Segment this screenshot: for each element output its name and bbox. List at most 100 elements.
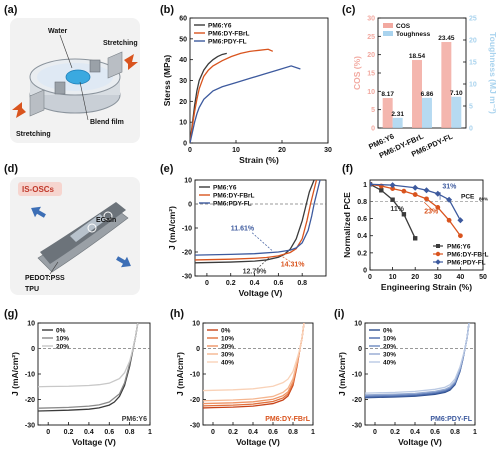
- x-tick-label: 0.2: [64, 429, 74, 436]
- panel-label-e: (e): [160, 163, 174, 175]
- y-axis-title: J (mA/cm²): [10, 352, 20, 396]
- legend-label: PM6:PDY-FL: [447, 259, 486, 266]
- legend-label: 40%: [383, 359, 396, 366]
- panel-d: (d) IS-OSCs EGaIn PEDOT:PSS TPU: [4, 163, 140, 295]
- label-pedot: PEDOT:PSS: [25, 275, 65, 282]
- chart-e: 0 0.2 0.4 0.6 0.8 -30 -20 -10 0 10 Voltage (V) J (m…: [167, 178, 327, 298]
- legend-label: 10%: [56, 335, 69, 342]
- series-line-e-1: [195, 180, 318, 261]
- y-axis-title: Sterss (MPa): [162, 55, 172, 107]
- panel-a: (a) Water Stretching Stretching Blend fi…: [4, 4, 140, 143]
- x-tick-label: 0.6: [104, 429, 114, 436]
- y-tick-label: -20: [352, 397, 362, 404]
- chart-f: 0 10 20 30 40 50 0 0.2 0.4 0.6 0.8 1 Engineering Str…: [342, 179, 489, 292]
- series-line-h-2: [203, 323, 305, 405]
- y-tick-label: -10: [25, 372, 35, 379]
- x-tick-label: 0.8: [288, 429, 298, 436]
- legend-h: 0%10%20%30%40%: [207, 327, 234, 366]
- legend-label: PM6:Y6: [208, 22, 232, 29]
- x-tick-label: 1: [473, 429, 477, 436]
- x-tick-label: 0.2: [390, 429, 400, 436]
- data-point: [370, 181, 373, 188]
- legend-label: 10%: [383, 335, 396, 342]
- legend-label: 20%: [221, 343, 234, 350]
- series-line-h-1: [203, 323, 305, 407]
- x-tick-label: 0.6: [268, 429, 278, 436]
- x-tick-label: 0: [46, 429, 50, 436]
- x-tick-label: 0.4: [248, 429, 258, 436]
- legend-label: PM6:DY-FBrL: [213, 192, 255, 199]
- series-line-e-2: [195, 180, 321, 256]
- series-line-g-1: [38, 323, 139, 409]
- plot-area: [203, 323, 305, 409]
- legend-marker: [435, 251, 441, 257]
- y-tick-label: -10: [352, 372, 362, 379]
- x-tick-label: 0: [211, 429, 215, 436]
- annotation-arrow: [251, 232, 273, 252]
- data-point: [435, 205, 441, 210]
- series-line-g-0: [38, 323, 139, 412]
- y-tick-label: 10: [184, 178, 192, 185]
- label-water: Water: [48, 28, 67, 35]
- plot-area: [365, 323, 470, 399]
- y-tick-label: 0: [363, 268, 367, 275]
- y-axis-title: J (mA/cm²): [337, 352, 347, 396]
- panel-label-h: (h): [170, 308, 184, 320]
- y-axis-title: Normalized PCE: [342, 192, 352, 258]
- y2-tick-label: 20: [469, 38, 477, 45]
- y-tick-label: 15: [367, 71, 375, 78]
- data-point: [390, 197, 395, 202]
- x-axis-title: Voltage (V): [236, 437, 280, 447]
- x-axis-title: Voltage (V): [72, 437, 116, 447]
- legend-label: Toughness: [396, 31, 431, 38]
- series-line-i-2: [365, 323, 470, 397]
- y-tick-label: 0: [183, 141, 187, 148]
- label-stretching-bottom: Stretching: [16, 131, 51, 138]
- data-label-toughness: 7.10: [450, 90, 463, 97]
- panel-label-b: (b): [160, 4, 174, 16]
- x-tick-label: 10: [389, 274, 397, 281]
- y-tick-label: 1: [363, 182, 367, 189]
- stretch-plate-right: [107, 51, 123, 79]
- series-line-b-0: [190, 52, 227, 143]
- data-point: [413, 236, 418, 241]
- plot-area: [195, 180, 321, 264]
- y-tick-label: -20: [25, 397, 35, 404]
- bar-cos: [412, 60, 422, 128]
- x-tick-label: 0.8: [125, 429, 135, 436]
- x-tick-label: 1: [311, 429, 315, 436]
- data-label-cos: 18.54: [409, 53, 426, 60]
- legend-label: COS: [396, 23, 411, 30]
- chart-h-frame: [202, 322, 314, 426]
- x-tick-label: 0.6: [430, 429, 440, 436]
- legend-label: 30%: [221, 351, 234, 358]
- chart-h: 0 0.2 0.4 0.6 0.8 1 -30 -20 -10 0 10 Voltage (V) J (…: [175, 321, 315, 448]
- y-axis-title: J (mA/cm²): [175, 352, 185, 396]
- y-tick-label: 25: [367, 34, 375, 41]
- data-point: [446, 196, 453, 203]
- x-tick-label: 30: [434, 274, 442, 281]
- y-axis-title: COS (%): [352, 56, 362, 90]
- leader-water: [59, 34, 73, 69]
- data-point: [434, 190, 441, 197]
- y-tick-label: 0: [358, 346, 362, 353]
- x-tick-label: 0: [373, 429, 377, 436]
- x-tick-label: 30: [324, 147, 332, 154]
- y-tick-label: 30: [179, 78, 187, 85]
- series-line-i-3: [365, 323, 470, 396]
- y-tick-label: 0.8: [357, 199, 367, 206]
- y-tick-label: -30: [352, 423, 362, 430]
- y-tick-label: 5: [371, 107, 375, 114]
- x-tick-label: 0.2: [228, 429, 238, 436]
- x-tick-label: 0: [188, 147, 192, 154]
- x-axis-title: Engineering Strain (%): [381, 282, 472, 292]
- y-tick-label: 50: [179, 36, 187, 43]
- is-oscs-badge: [18, 182, 62, 196]
- series-line-i-0: [365, 323, 470, 399]
- x-tick-label: 20: [278, 147, 286, 154]
- compress-arrow-right-icon: [116, 256, 131, 268]
- y-tick-label: 10: [354, 321, 362, 328]
- data-point: [401, 212, 407, 217]
